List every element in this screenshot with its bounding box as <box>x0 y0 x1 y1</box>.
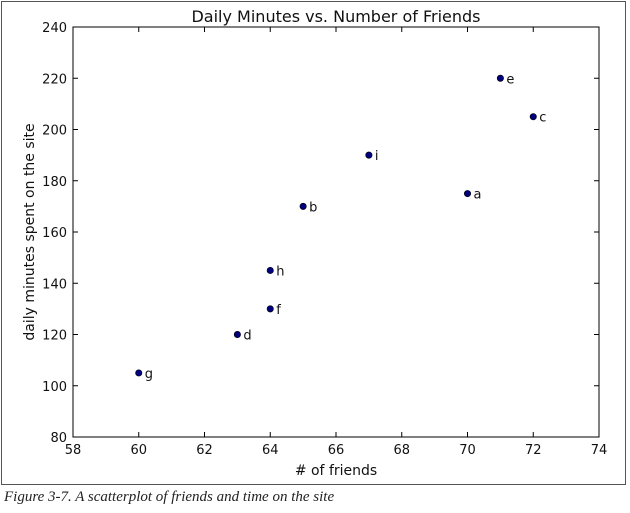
x-tick-label: 68 <box>393 443 410 458</box>
x-tick-label: 64 <box>262 443 279 458</box>
y-axis: 80 100 120 140 160 180 200 220 240 <box>42 21 599 446</box>
x-axis: 58 60 62 64 66 68 70 72 74 <box>65 27 608 458</box>
point-label-h: h <box>276 264 284 279</box>
data-points: a b c d e f g h i <box>135 72 546 382</box>
data-point-f <box>266 305 274 313</box>
point-label-g: g <box>145 367 153 382</box>
point-label-e: e <box>506 72 514 87</box>
x-axis-label: # of friends <box>295 463 377 479</box>
point-label-c: c <box>539 111 546 126</box>
x-tick-label: 60 <box>130 443 147 458</box>
x-tick-label: 74 <box>591 443 608 458</box>
chart-title: Daily Minutes vs. Number of Friends <box>191 7 480 26</box>
data-point-g <box>135 369 143 377</box>
x-tick-label: 70 <box>459 443 476 458</box>
data-point-i <box>365 151 373 159</box>
x-tick-label: 62 <box>196 443 213 458</box>
point-label-a: a <box>474 188 482 203</box>
y-tick-label: 100 <box>42 380 67 395</box>
y-tick-label: 140 <box>42 277 67 292</box>
x-tick-label: 66 <box>328 443 345 458</box>
point-label-f: f <box>276 303 281 318</box>
figure-frame <box>1 1 626 485</box>
x-tick-label: 58 <box>65 443 82 458</box>
point-label-i: i <box>375 149 379 164</box>
y-tick-label: 200 <box>42 124 67 139</box>
y-tick-label: 240 <box>42 21 67 36</box>
y-tick-label: 180 <box>42 175 67 190</box>
y-tick-label: 80 <box>50 431 67 446</box>
y-tick-label: 220 <box>42 72 67 87</box>
data-point-h <box>266 266 274 274</box>
point-label-b: b <box>309 200 317 215</box>
scatter-chart: Daily Minutes vs. Number of Friends 58 60… <box>22 7 608 479</box>
data-point-b <box>299 202 307 210</box>
y-tick-label: 160 <box>42 226 67 241</box>
point-label-d: d <box>243 329 251 344</box>
data-point-e <box>496 74 504 82</box>
y-tick-label: 120 <box>42 329 67 344</box>
y-axis-label: daily minutes spent on the site <box>22 123 38 340</box>
x-tick-label: 72 <box>525 443 542 458</box>
data-point-c <box>529 113 537 121</box>
data-point-a <box>463 190 471 198</box>
data-point-d <box>233 330 241 338</box>
figure-caption: Figure 3-7. A scatterplot of friends and… <box>4 489 335 505</box>
